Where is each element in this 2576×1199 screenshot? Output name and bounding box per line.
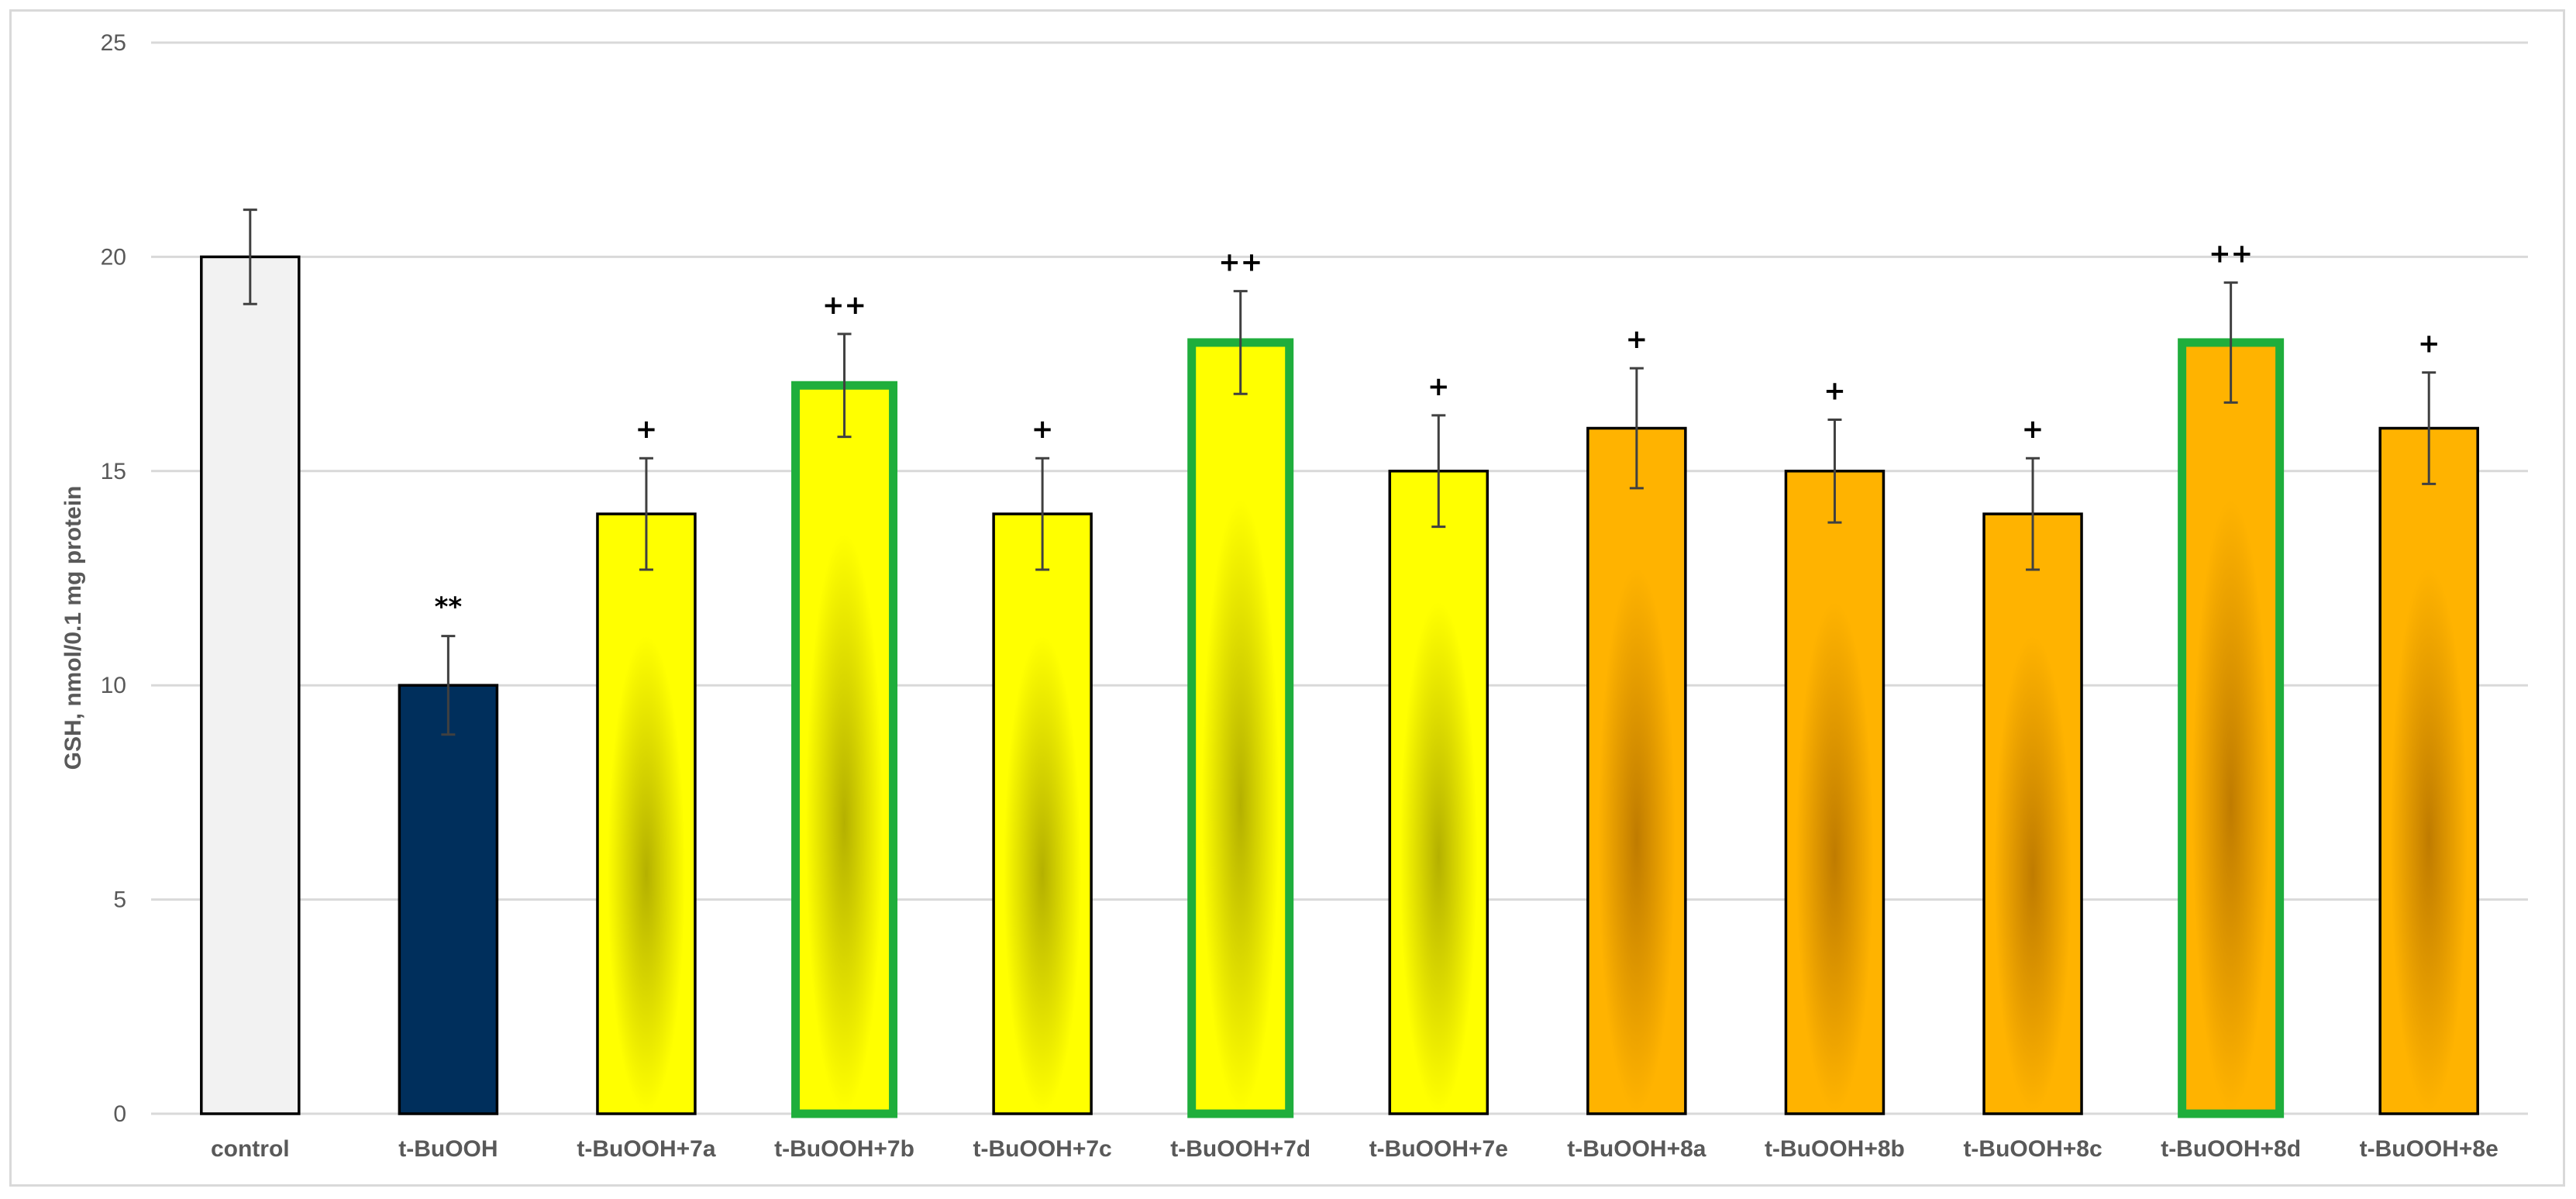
bar-t-BuOOH+8b bbox=[1784, 470, 1886, 1115]
x-category-label: t-BuOOH+8a bbox=[1567, 1136, 1706, 1162]
x-category-label: t-BuOOH bbox=[398, 1136, 498, 1162]
error-bars bbox=[243, 208, 2437, 736]
error-bar-t-BuOOH bbox=[441, 635, 456, 736]
error-bar-t-BuOOH+8c bbox=[2026, 457, 2040, 571]
significance-mark: + bbox=[1626, 324, 1648, 355]
error-bar-t-BuOOH+7c bbox=[1035, 457, 1050, 571]
bar-t-BuOOH+7b bbox=[791, 381, 898, 1118]
significance-mark: ++ bbox=[1218, 247, 1262, 278]
bar-t-BuOOH+8a bbox=[1586, 426, 1687, 1115]
significance-marks: **+++++++++++++ bbox=[435, 239, 2440, 623]
x-category-label: t-BuOOH+8b bbox=[1765, 1136, 1905, 1162]
significance-mark: + bbox=[1427, 371, 1450, 402]
error-bar-t-BuOOH+7b bbox=[837, 332, 852, 439]
error-bar-t-BuOOH+7d bbox=[1233, 290, 1248, 395]
error-bar-t-BuOOH+8b bbox=[1827, 418, 1842, 524]
x-axis-categories: control t-BuOOH t-BuOOH+7a t-BuOOH+7b t-BuOO… bbox=[211, 1136, 2499, 1162]
significance-mark: + bbox=[2418, 329, 2440, 360]
y-axis-label: GSH, nmol/0.1 mg protein bbox=[60, 486, 86, 770]
error-bar-t-BuOOH+8a bbox=[1629, 367, 1644, 490]
bar-t-BuOOH+8e bbox=[2378, 426, 2479, 1115]
bar-t-BuOOH+7d bbox=[1187, 338, 1294, 1118]
bar-t-BuOOH+7c bbox=[992, 512, 1093, 1115]
y-tick-label: 15 bbox=[101, 459, 126, 484]
x-category-label: t-BuOOH+8c bbox=[1963, 1136, 2102, 1162]
bar-t-BuOOH+8d bbox=[2178, 338, 2285, 1118]
x-category-label: t-BuOOH+7e bbox=[1369, 1136, 1508, 1162]
bar-t-BuOOH+8c bbox=[1982, 512, 2083, 1115]
x-category-label: t-BuOOH+7d bbox=[1170, 1136, 1310, 1162]
error-bar-t-BuOOH+8e bbox=[2422, 371, 2437, 485]
y-tick-label: 10 bbox=[101, 673, 126, 698]
y-tick-label: 5 bbox=[113, 887, 126, 913]
significance-mark: ++ bbox=[822, 290, 866, 321]
x-category-label: t-BuOOH+7c bbox=[973, 1136, 1112, 1162]
significance-mark: ** bbox=[435, 592, 463, 623]
y-tick-label: 0 bbox=[113, 1101, 126, 1127]
significance-mark: + bbox=[1824, 375, 1846, 406]
significance-mark: + bbox=[1031, 414, 1054, 445]
x-category-label: t-BuOOH+7a bbox=[577, 1136, 716, 1162]
x-category-label: t-BuOOH+8d bbox=[2161, 1136, 2301, 1162]
x-category-label: control bbox=[211, 1136, 290, 1162]
bar-t-BuOOH+7e bbox=[1388, 470, 1489, 1115]
significance-mark: + bbox=[635, 414, 658, 445]
error-bar-control bbox=[243, 208, 257, 305]
chart-frame bbox=[9, 9, 2565, 1187]
error-bar-t-BuOOH+7e bbox=[1431, 414, 1446, 529]
significance-mark: ++ bbox=[2209, 239, 2253, 270]
x-category-label: t-BuOOH+7b bbox=[774, 1136, 914, 1162]
error-bar-t-BuOOH+8d bbox=[2223, 281, 2238, 404]
bar-t-BuOOH+7a bbox=[596, 512, 697, 1115]
bar-t-BuOOH bbox=[398, 684, 499, 1115]
error-bar-t-BuOOH+7a bbox=[639, 457, 653, 571]
x-category-label: t-BuOOH+8e bbox=[2360, 1136, 2499, 1162]
y-tick-label: 20 bbox=[101, 244, 126, 270]
y-axis-ticks: 0 5 10 15 20 25 bbox=[101, 30, 126, 1127]
gridlines bbox=[151, 41, 2528, 1115]
significance-mark: + bbox=[2022, 414, 2044, 445]
bars bbox=[200, 255, 2479, 1118]
y-tick-label: 25 bbox=[101, 30, 126, 56]
bar-control bbox=[200, 255, 301, 1115]
